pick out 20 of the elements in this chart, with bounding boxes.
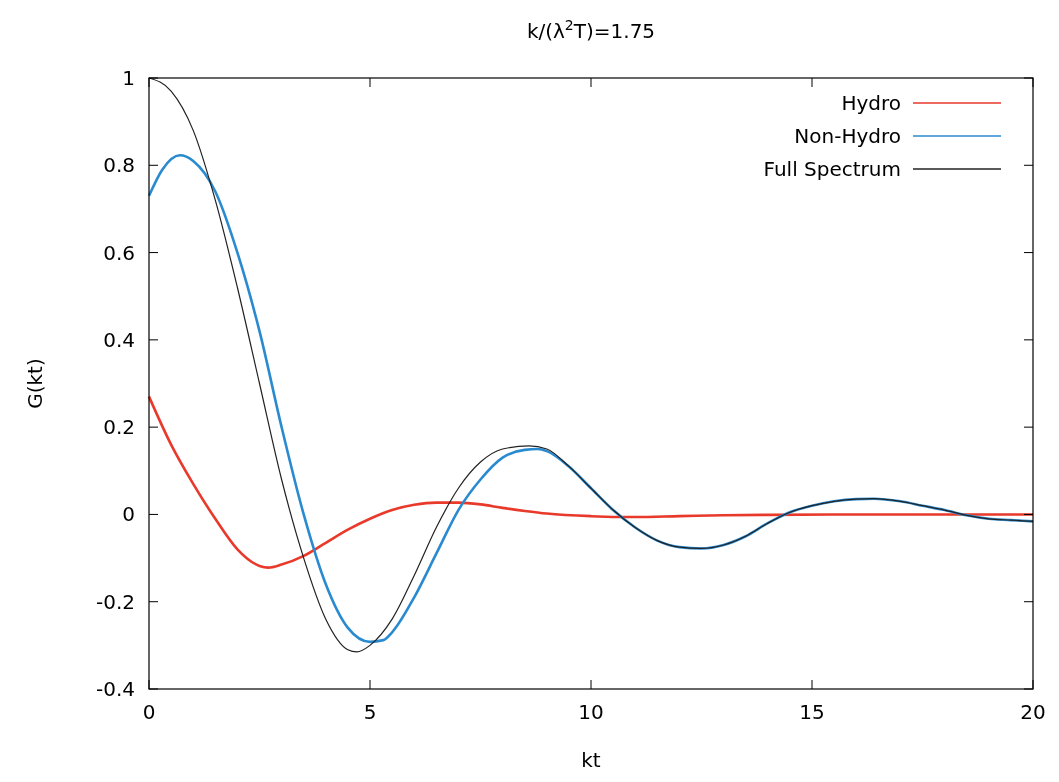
x-tick-label: 0 bbox=[142, 700, 156, 724]
line-series bbox=[147, 395, 1035, 569]
legend-label: Non-Hydro bbox=[794, 124, 901, 148]
y-tick-label: 0.2 bbox=[103, 415, 135, 440]
y-tick-label: -0.2 bbox=[95, 589, 135, 614]
y-tick-label: 0 bbox=[122, 502, 135, 527]
x-tick-label: 10 bbox=[578, 700, 604, 724]
x-tick-label: 15 bbox=[799, 700, 825, 724]
x-axis-title: kt bbox=[581, 748, 601, 772]
y-tick-label: -0.4 bbox=[95, 677, 135, 701]
x-tick-label: 5 bbox=[363, 700, 377, 724]
y-tick-label: 0.8 bbox=[103, 153, 135, 178]
y-tick-label: 0.4 bbox=[103, 327, 135, 352]
chart-title: k/(λ$^{2}$T)=1.75 bbox=[526, 17, 656, 43]
legend-label: Hydro bbox=[841, 91, 901, 115]
y-axis-title: G(kt) bbox=[23, 358, 47, 409]
y-tick-label: 1 bbox=[122, 66, 135, 90]
y-tick-label: 0.6 bbox=[103, 240, 135, 265]
x-tick-label: 20 bbox=[1020, 700, 1046, 724]
legend-label: Full Spectrum bbox=[763, 157, 901, 181]
